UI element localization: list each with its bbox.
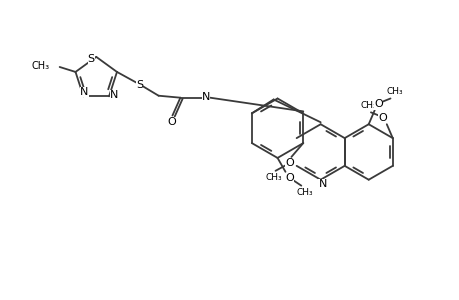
Text: S: S <box>88 54 95 64</box>
Text: N: N <box>202 92 210 102</box>
Text: S: S <box>136 80 143 90</box>
Text: CH₃: CH₃ <box>265 173 281 182</box>
Text: CH₃: CH₃ <box>32 61 50 71</box>
Text: N: N <box>110 90 118 100</box>
Text: O: O <box>285 173 293 183</box>
Text: N: N <box>80 87 89 97</box>
Text: CH₃: CH₃ <box>360 101 376 110</box>
Text: CH₃: CH₃ <box>385 87 402 96</box>
Text: CH₃: CH₃ <box>297 188 313 197</box>
Text: O: O <box>374 99 382 110</box>
Text: O: O <box>378 113 386 123</box>
Text: O: O <box>167 118 175 128</box>
Text: O: O <box>285 158 293 168</box>
Text: N: N <box>318 179 326 189</box>
